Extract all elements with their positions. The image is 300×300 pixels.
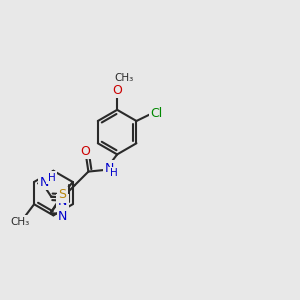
- Text: N: N: [105, 162, 114, 175]
- Text: O: O: [80, 145, 90, 158]
- Text: H: H: [48, 172, 55, 182]
- Text: CH₃: CH₃: [114, 73, 133, 83]
- Text: S: S: [58, 188, 67, 201]
- Text: N: N: [40, 176, 49, 189]
- Text: N: N: [58, 195, 67, 208]
- Text: O: O: [112, 84, 122, 97]
- Text: CH₃: CH₃: [10, 217, 29, 227]
- Text: H: H: [110, 168, 118, 178]
- Text: N: N: [58, 210, 68, 223]
- Text: Cl: Cl: [150, 107, 163, 120]
